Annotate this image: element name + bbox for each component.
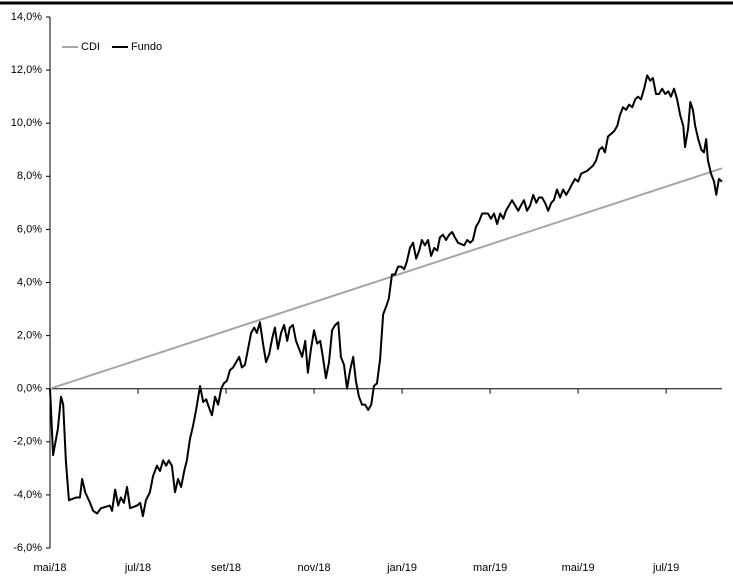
x-tick-label: mar/19 bbox=[473, 562, 507, 574]
y-tick-label: -2,0% bbox=[13, 436, 42, 448]
x-tick-label: mai/19 bbox=[562, 562, 595, 574]
y-tick-label: 10,0% bbox=[11, 117, 42, 129]
y-tick-label: 4,0% bbox=[17, 276, 42, 288]
y-tick-label: 6,0% bbox=[17, 223, 42, 235]
x-tick-label: jul/18 bbox=[124, 562, 151, 574]
y-tick-label: -4,0% bbox=[13, 489, 42, 501]
legend-label: Fundo bbox=[131, 41, 162, 53]
x-tick-label: set/18 bbox=[211, 562, 241, 574]
x-tick-label: jul/19 bbox=[652, 562, 679, 574]
series-line bbox=[49, 167, 723, 390]
series-line bbox=[49, 74, 723, 518]
y-tick-label: 14,0% bbox=[11, 11, 42, 23]
y-tick-label: 0,0% bbox=[17, 383, 42, 395]
y-tick-label: 8,0% bbox=[17, 170, 42, 182]
y-tick-label: 2,0% bbox=[17, 330, 42, 342]
x-tick-label: jan/19 bbox=[386, 562, 417, 574]
legend: CDI Fundo bbox=[62, 41, 162, 53]
y-tick-label: -6,0% bbox=[13, 542, 42, 554]
x-tick-label: nov/18 bbox=[298, 562, 331, 574]
y-tick-label: 12,0% bbox=[11, 64, 42, 76]
legend-label: CDI bbox=[81, 41, 100, 53]
x-tick-label: mai/18 bbox=[33, 562, 66, 574]
